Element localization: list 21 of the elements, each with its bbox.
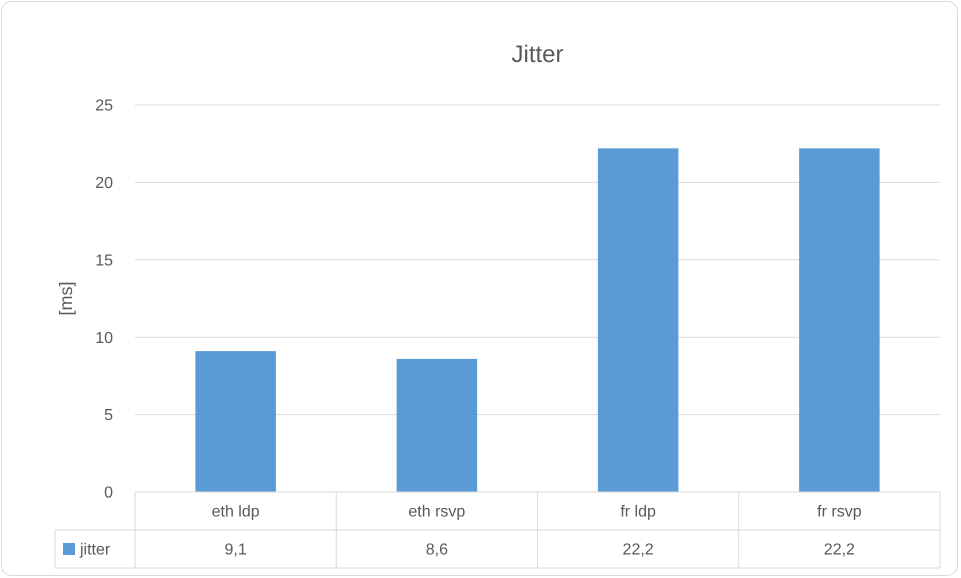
x-tick-label: eth ldp [212,504,260,521]
y-axis-title: [ms] [56,282,76,316]
data-label: 9,1 [224,542,247,559]
y-tick-label: 5 [104,407,114,424]
x-tick-label: fr ldp [620,504,656,521]
bar [799,148,880,492]
x-tick-label: eth rsvp [408,504,466,521]
y-tick-label: 25 [95,98,114,115]
bar [396,358,478,492]
data-label: 22,2 [622,542,654,559]
data-label: 22,2 [824,542,856,559]
legend-label: jitter [79,542,111,559]
bar [195,351,276,492]
x-tick-label: fr rsvp [817,504,862,521]
y-tick-label: 0 [104,484,114,502]
y-tick-label: 10 [95,330,114,347]
y-tick-label: 15 [95,252,114,270]
bar [598,148,678,492]
chart-title: Jitter [511,41,564,68]
y-tick-label: 20 [95,175,114,192]
data-label: 8,6 [426,542,448,559]
